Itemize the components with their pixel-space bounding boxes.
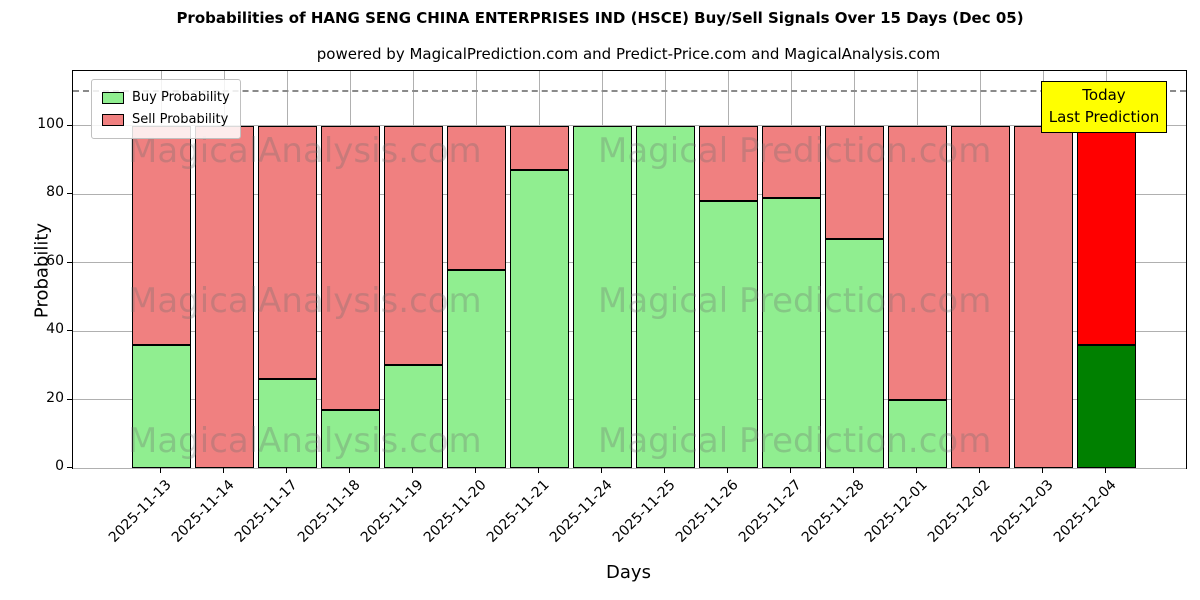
y-tick-mark (67, 467, 72, 468)
buy-swatch-icon (102, 92, 124, 105)
x-tick-label: 2025-11-20 (420, 477, 490, 546)
bar-sell-segment (446, 125, 506, 270)
watermark-text: MagicalAnalysis.com (128, 421, 482, 461)
x-tick-label: 2025-11-14 (168, 477, 238, 546)
bar-buy-segment (824, 238, 884, 468)
x-tick-label: 2025-11-27 (735, 477, 805, 546)
bar-sell-segment (194, 125, 254, 468)
watermark-text: Magical Prediction.com (598, 281, 992, 321)
x-tick-label: 2025-12-01 (861, 477, 931, 546)
x-tick-label: 2025-11-19 (357, 477, 427, 546)
bar-sell-segment (824, 125, 884, 239)
watermark-text: Magical Prediction.com (598, 131, 992, 171)
bar-buy-segment (572, 125, 632, 468)
bar-buy-segment (383, 365, 443, 468)
bar-sell-segment (887, 125, 947, 400)
bar-sell-segment (1013, 125, 1073, 468)
x-axis-label: Days (606, 562, 651, 583)
bar-buy-segment (509, 170, 569, 468)
chart-subtitle: powered by MagicalPrediction.com and Pre… (316, 45, 941, 63)
legend-buy-label: Buy Probability (132, 90, 230, 105)
x-tick-label: 2025-12-03 (987, 477, 1057, 546)
threshold-dashed-line (73, 89, 1186, 92)
y-tick-label: 80 (46, 184, 64, 201)
plot-area: MagicalAnalysis.com Magical Prediction.co… (72, 70, 1187, 469)
bar-sell-segment (509, 125, 569, 171)
bar-sell-segment (761, 125, 821, 198)
x-tick-mark (789, 468, 791, 473)
x-tick-mark (978, 468, 980, 473)
bar-buy-segment (761, 197, 821, 468)
page-title: Probabilities of HANG SENG CHINA ENTERPR… (176, 9, 1024, 27)
x-tick-mark (1104, 468, 1106, 473)
x-tick-label: 2025-11-21 (483, 477, 553, 546)
today-annotation: Today Last Prediction (1041, 81, 1167, 133)
x-tick-label: 2025-12-04 (1050, 477, 1120, 546)
x-tick-label: 2025-11-25 (609, 477, 679, 546)
gridline-horizontal (73, 467, 1186, 469)
y-tick-label: 20 (46, 389, 64, 406)
legend: Buy Probability Sell Probability (91, 79, 241, 140)
x-tick-label: 2025-11-28 (798, 477, 868, 546)
bar-sell-segment (320, 125, 380, 410)
x-tick-label: 2025-12-02 (924, 477, 994, 546)
x-tick-mark (159, 468, 161, 473)
bar-sell-segment (950, 125, 1010, 468)
x-tick-mark (348, 468, 350, 473)
bar-buy-segment (1076, 344, 1136, 468)
watermark-text: MagicalAnalysis.com (128, 281, 482, 321)
legend-entry-sell: Sell Probability (102, 109, 230, 131)
x-tick-mark (915, 468, 917, 473)
x-tick-label: 2025-11-26 (672, 477, 742, 546)
bar-buy-segment (698, 201, 758, 468)
y-tick-label: 100 (37, 115, 64, 132)
y-tick-mark (67, 261, 72, 263)
bar-buy-segment (257, 379, 317, 468)
bar-sell-segment (257, 125, 317, 380)
y-tick-mark (67, 193, 72, 195)
x-tick-mark (1041, 468, 1043, 473)
bar-buy-segment (635, 125, 695, 468)
y-tick-label: 60 (46, 252, 64, 269)
y-tick-label: 40 (46, 321, 64, 338)
watermark-layer: MagicalAnalysis.com Magical Prediction.co… (73, 71, 1186, 468)
bar-buy-segment (887, 399, 947, 468)
x-tick-mark (474, 468, 476, 473)
x-tick-label: 2025-11-24 (546, 477, 616, 546)
today-annotation-line1: Today (1082, 86, 1126, 104)
x-tick-label: 2025-11-18 (294, 477, 364, 546)
bar-sell-segment (383, 125, 443, 366)
y-tick-mark (67, 398, 72, 400)
watermark-text: Magical Prediction.com (598, 421, 992, 461)
bar-buy-segment (446, 269, 506, 468)
x-tick-mark (411, 468, 413, 473)
y-tick-label: 0 (55, 458, 64, 474)
x-tick-label: 2025-11-17 (231, 477, 301, 546)
bar-buy-segment (320, 409, 380, 468)
today-annotation-line2: Last Prediction (1048, 107, 1160, 126)
x-tick-mark (222, 468, 224, 473)
x-tick-mark (600, 468, 602, 473)
x-tick-mark (285, 468, 287, 473)
legend-sell-label: Sell Probability (132, 112, 229, 128)
bar-sell-segment (131, 125, 191, 345)
bar-layer (73, 71, 1186, 468)
y-tick-mark (67, 124, 72, 126)
x-tick-mark (663, 468, 665, 473)
x-tick-mark (852, 468, 854, 473)
legend-entry-buy: Buy Probability (102, 87, 230, 109)
x-tick-mark (726, 468, 728, 473)
y-tick-mark (67, 330, 72, 332)
y-axis-label: Probability (31, 222, 53, 319)
x-tick-label: 2025-11-13 (105, 477, 175, 546)
bar-sell-segment (698, 125, 758, 202)
bar-buy-segment (131, 344, 191, 468)
x-tick-mark (537, 468, 539, 473)
sell-swatch-icon (102, 114, 124, 127)
